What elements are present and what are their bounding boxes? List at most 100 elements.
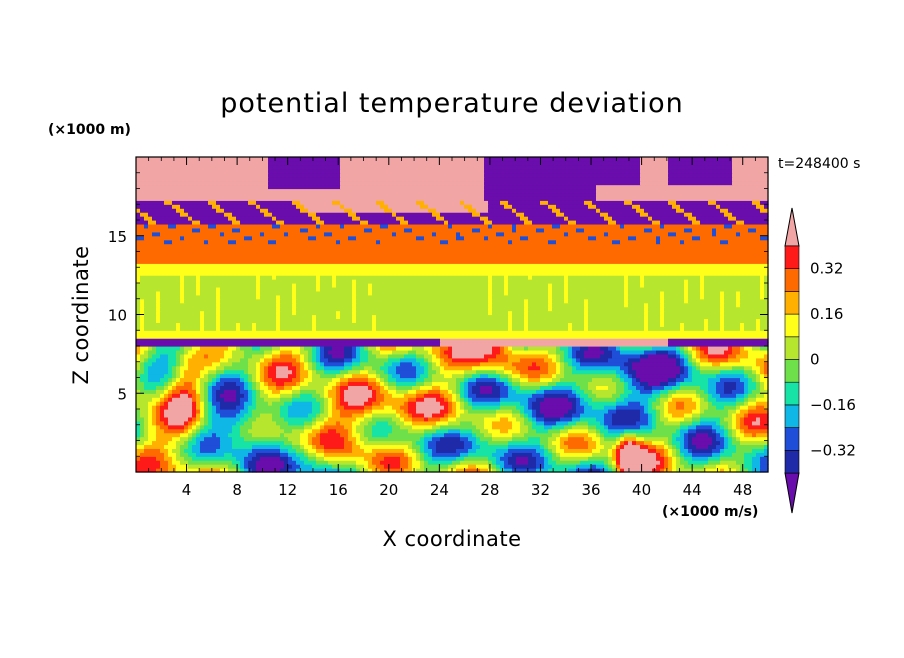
heatmap-cell bbox=[552, 432, 561, 438]
heatmap-cell bbox=[388, 369, 397, 375]
heatmap-cell bbox=[692, 369, 701, 375]
heatmap-cell bbox=[280, 314, 313, 320]
heatmap-cell bbox=[152, 412, 157, 418]
heatmap-cell bbox=[308, 412, 317, 418]
heatmap-cell bbox=[756, 369, 761, 375]
heatmap-cell bbox=[668, 168, 733, 174]
heatmap-cell bbox=[760, 385, 765, 390]
heatmap-cell bbox=[680, 369, 685, 375]
heatmap-cell bbox=[596, 235, 629, 241]
heatmap-cell bbox=[528, 436, 541, 442]
heatmap-cell bbox=[256, 381, 261, 386]
heatmap-cell bbox=[280, 322, 313, 327]
heatmap-cell bbox=[316, 314, 337, 320]
heatmap-cell bbox=[252, 326, 257, 331]
heatmap-cell bbox=[148, 223, 169, 229]
heatmap-cell bbox=[364, 405, 373, 410]
heatmap-cell bbox=[184, 349, 189, 355]
heatmap-cell bbox=[356, 349, 361, 355]
heatmap-cell bbox=[400, 456, 409, 461]
heatmap-cell bbox=[280, 223, 317, 229]
heatmap-cell bbox=[432, 456, 457, 461]
heatmap-cell bbox=[172, 200, 209, 205]
heatmap-cell bbox=[680, 365, 685, 371]
heatmap-cell bbox=[196, 440, 201, 446]
heatmap-cell bbox=[608, 452, 613, 457]
heatmap-cell bbox=[220, 326, 237, 331]
heatmap-cell bbox=[252, 412, 261, 418]
heatmap-cell bbox=[184, 357, 189, 363]
heatmap-cell bbox=[436, 440, 465, 446]
heatmap-cell bbox=[160, 464, 169, 469]
heatmap-cell bbox=[200, 397, 205, 402]
heatmap-cell bbox=[348, 401, 365, 406]
heatmap-cell bbox=[592, 452, 609, 457]
heatmap-cell bbox=[156, 428, 165, 434]
heatmap-cell bbox=[316, 279, 321, 284]
heatmap-cell bbox=[472, 389, 481, 394]
x-tick-label: 8 bbox=[232, 481, 242, 499]
heatmap-cell bbox=[484, 416, 501, 422]
heatmap-cell bbox=[720, 424, 725, 430]
heatmap-cell bbox=[520, 385, 541, 390]
heatmap-cell bbox=[744, 393, 749, 398]
heatmap-cell bbox=[260, 365, 265, 371]
heatmap-cell bbox=[552, 424, 565, 430]
heatmap-cell bbox=[316, 349, 321, 355]
heatmap-cell bbox=[584, 405, 593, 410]
heatmap-cell bbox=[756, 393, 765, 398]
heatmap-cell bbox=[612, 448, 617, 453]
heatmap-cell bbox=[256, 373, 261, 379]
heatmap-cell bbox=[720, 420, 729, 426]
heatmap-cell bbox=[136, 192, 485, 197]
heatmap-cell bbox=[308, 361, 313, 367]
heatmap-cell bbox=[448, 428, 461, 434]
heatmap-cell bbox=[576, 464, 593, 469]
heatmap-cell bbox=[688, 361, 693, 367]
heatmap-cell bbox=[156, 349, 177, 355]
heatmap-cell bbox=[628, 279, 641, 284]
heatmap-cell bbox=[568, 220, 577, 225]
heatmap-cell bbox=[372, 393, 377, 398]
heatmap-cell bbox=[156, 424, 161, 430]
heatmap-cell bbox=[308, 227, 365, 233]
heatmap-cell bbox=[688, 436, 693, 442]
heatmap-cell bbox=[192, 227, 201, 233]
heatmap-cell bbox=[724, 428, 729, 434]
heatmap-cell bbox=[160, 290, 181, 296]
heatmap-cell bbox=[384, 464, 401, 469]
heatmap-cell bbox=[764, 286, 769, 292]
heatmap-cell bbox=[260, 393, 269, 398]
heatmap-cell bbox=[340, 204, 345, 209]
heatmap-cell bbox=[604, 349, 613, 355]
heatmap-cell bbox=[236, 412, 245, 418]
heatmap-cell bbox=[168, 389, 173, 394]
heatmap-cell bbox=[212, 401, 221, 406]
heatmap-cell bbox=[340, 223, 345, 229]
heatmap-cell bbox=[584, 200, 593, 205]
heatmap-cell bbox=[720, 369, 745, 375]
heatmap-cell bbox=[136, 188, 485, 194]
heatmap-cell bbox=[764, 444, 769, 449]
heatmap-cell bbox=[432, 436, 441, 442]
heatmap-cell bbox=[332, 353, 345, 359]
heatmap-cell bbox=[436, 361, 441, 367]
heatmap-cell bbox=[664, 464, 669, 469]
heatmap-cell bbox=[484, 176, 641, 182]
heatmap-cell bbox=[672, 448, 677, 453]
heatmap-cell bbox=[444, 349, 453, 355]
heatmap-cell bbox=[616, 385, 625, 390]
heatmap-cell bbox=[512, 369, 521, 375]
heatmap-cell bbox=[376, 389, 381, 394]
heatmap-cell bbox=[596, 196, 769, 201]
heatmap-cell bbox=[692, 456, 709, 461]
heatmap-cell bbox=[180, 326, 201, 331]
heatmap-cell bbox=[528, 216, 565, 221]
heatmap-cell bbox=[728, 424, 733, 430]
heatmap-cell bbox=[460, 393, 465, 398]
heatmap-cell bbox=[284, 432, 301, 438]
heatmap-cell bbox=[692, 235, 701, 241]
heatmap-cell bbox=[296, 283, 317, 288]
heatmap-cell bbox=[512, 412, 521, 418]
heatmap-cell bbox=[432, 385, 441, 390]
